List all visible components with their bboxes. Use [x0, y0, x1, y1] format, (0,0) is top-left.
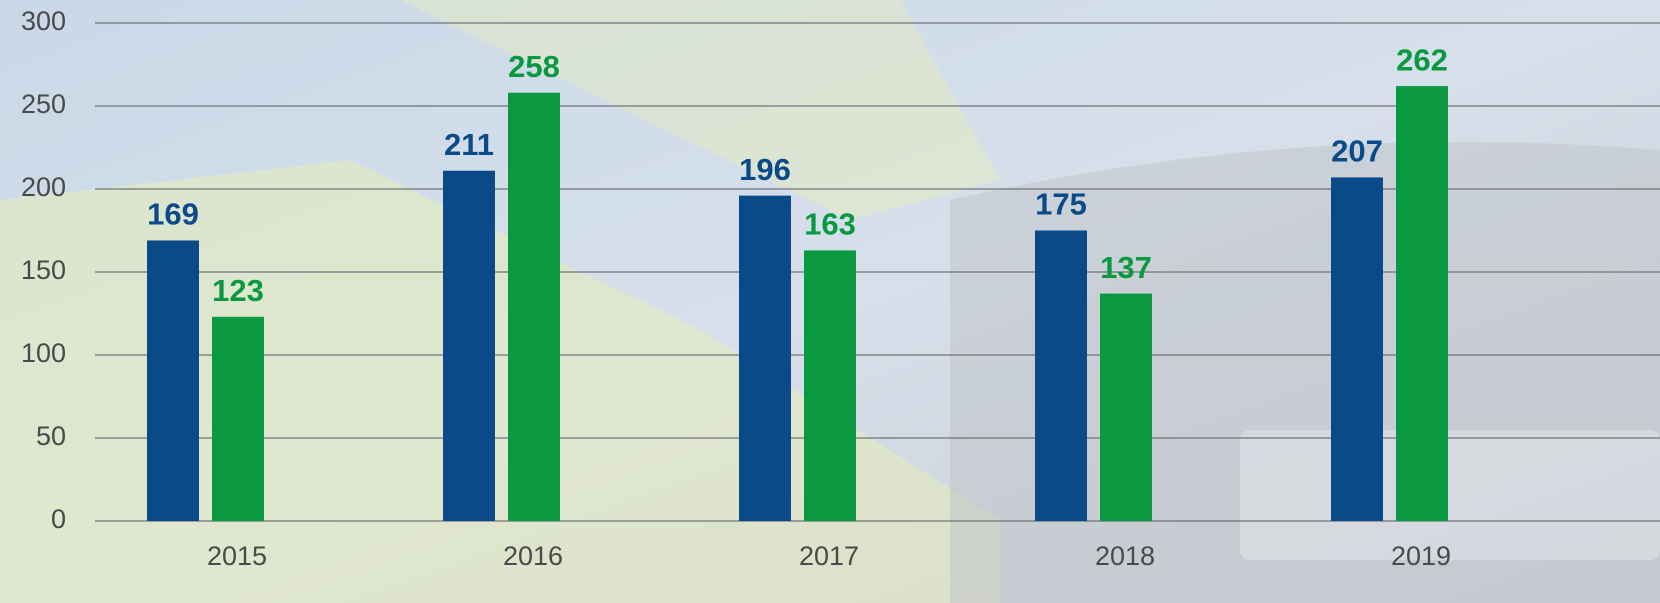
y-tick-label: 200	[21, 172, 66, 202]
bar	[1331, 177, 1383, 521]
x-tick-label: 2016	[503, 541, 563, 571]
value-label: 169	[147, 197, 199, 232]
value-label: 175	[1035, 187, 1087, 222]
bar	[443, 170, 495, 522]
bar	[1100, 293, 1152, 521]
x-tick-label: 2019	[1391, 541, 1451, 571]
value-label: 123	[212, 273, 264, 308]
x-tick-label: 2015	[207, 541, 267, 571]
x-tick-label: 2018	[1095, 541, 1155, 571]
x-tick-label: 2017	[799, 541, 859, 571]
value-label: 196	[739, 152, 791, 187]
y-tick-label: 0	[51, 504, 66, 534]
value-label: 211	[444, 127, 494, 162]
y-tick-label: 300	[21, 6, 66, 36]
bar	[212, 316, 264, 521]
bar	[804, 250, 856, 522]
value-label: 207	[1331, 134, 1383, 169]
bar	[1035, 230, 1087, 521]
value-label: 163	[804, 207, 856, 242]
bar	[147, 240, 199, 521]
bar	[739, 195, 791, 521]
value-label: 262	[1396, 42, 1448, 77]
y-tick-label: 250	[21, 89, 66, 119]
bar	[1396, 86, 1448, 521]
background-shape	[400, 0, 1000, 220]
y-tick-label: 150	[21, 255, 66, 285]
bar	[508, 92, 560, 521]
value-label: 258	[508, 49, 560, 84]
y-tick-label: 100	[21, 338, 66, 368]
value-label: 137	[1100, 250, 1152, 285]
y-tick-label: 50	[36, 421, 66, 451]
